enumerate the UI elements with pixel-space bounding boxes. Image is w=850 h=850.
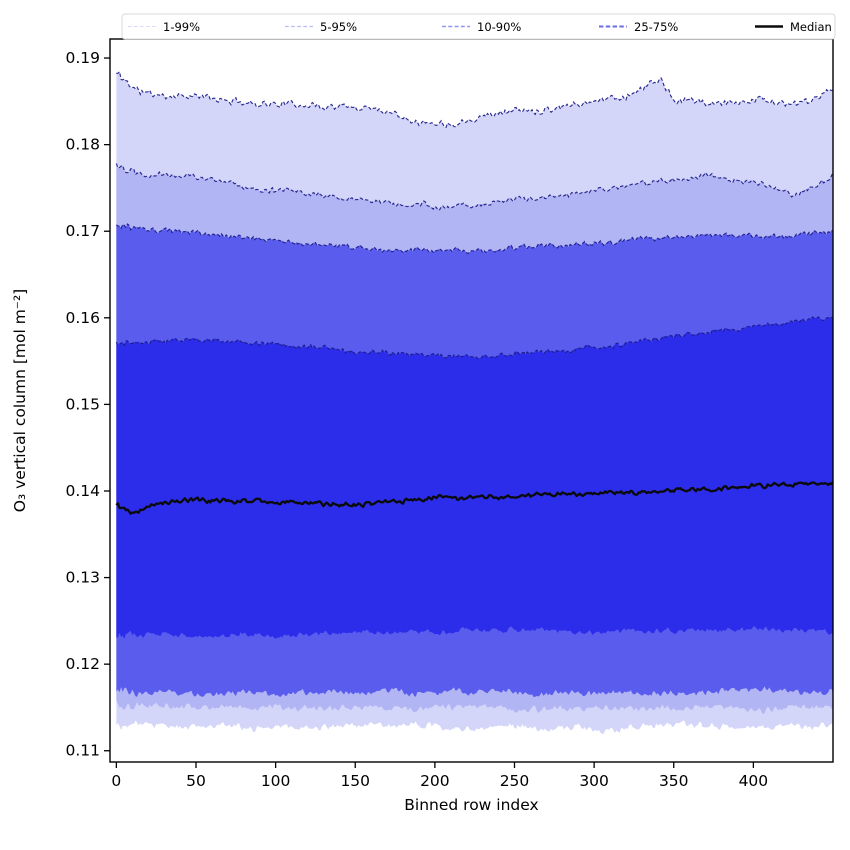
median-line [115,481,833,515]
y-tick-label: 0.16 [65,309,100,327]
legend-item-1-99: 1-99% [128,20,200,34]
legend-item-Median: Median [755,20,832,34]
x-tick-label: 100 [261,772,291,790]
legend-item-5-95: 5-95% [285,20,357,34]
x-tick-label: 0 [111,772,121,790]
y-tick-label: 0.13 [65,569,100,587]
y-tick-label: 0.11 [65,742,100,760]
x-tick-label: 150 [340,772,370,790]
legend-label: 1-99% [163,20,200,34]
legend-label: 25-75% [634,20,678,34]
legend-item-10-90: 10-90% [442,20,521,34]
legend-label: 10-90% [477,20,521,34]
y-axis: 0.11 0.12 0.13 0.14 0.15 0.16 0.17 0.18 0.19 [65,49,110,760]
x-tick-label: 250 [500,772,530,790]
edge-line-p95 [115,163,833,212]
x-tick-label: 400 [739,772,769,790]
legend-label: 5-95% [320,20,357,34]
plot-area [115,70,833,734]
x-tick-label: 350 [659,772,689,790]
legend-box [121,13,836,40]
edge-line-p99 [116,70,833,129]
y-tick-label: 0.18 [65,136,100,154]
x-tick-label: 200 [420,772,450,790]
y-tick-label: 0.12 [65,655,100,673]
x-axis-title: Binned row index [404,796,538,814]
edge-line-p90 [116,223,833,255]
y-tick-label: 0.19 [65,49,100,67]
y-tick-label: 0.17 [65,222,100,240]
x-tick-label: 50 [186,772,206,790]
legend-item-25-75: 25-75% [599,20,678,34]
legend-label: Median [790,20,832,34]
y-tick-label: 0.14 [65,482,100,500]
band-25-75 [116,316,833,639]
legend: 1-99% 5-95% 10-90% 25-75% Median [121,13,836,40]
y-tick-label: 0.15 [65,395,100,413]
edge-line-p75 [115,316,833,360]
x-axis: 0 50 100 150 200 250 300 350 400 [111,762,768,790]
y-axis-title: O₃ vertical column [mol m⁻²] [11,289,29,512]
x-tick-label: 300 [579,772,609,790]
